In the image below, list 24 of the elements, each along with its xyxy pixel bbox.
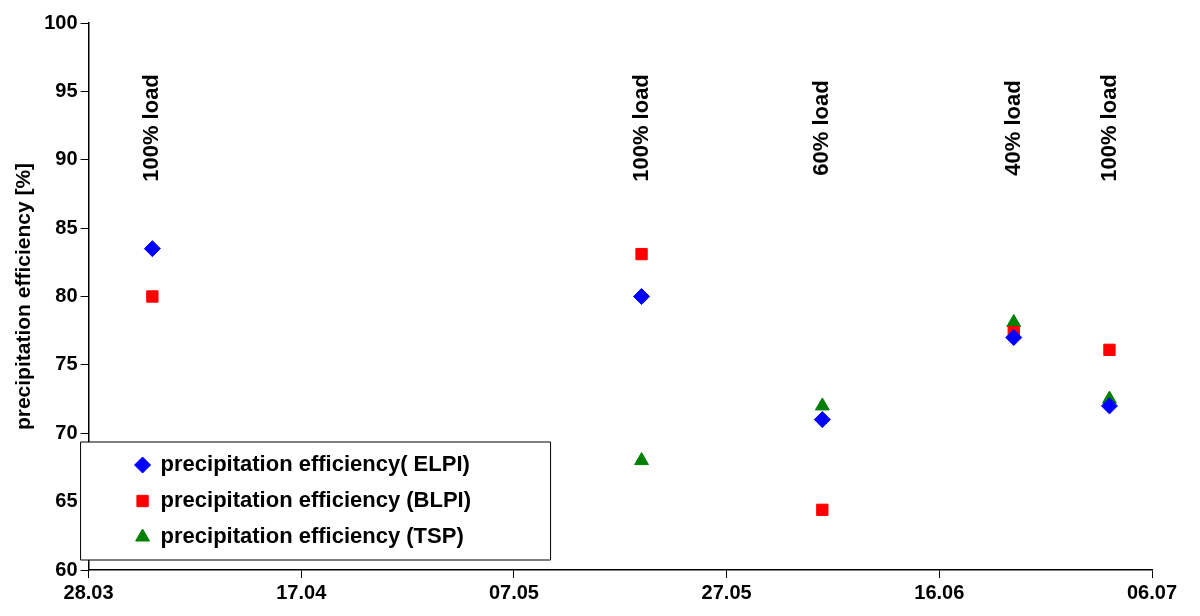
legend-label: precipitation efficiency( ELPI) bbox=[160, 451, 470, 477]
y-tick-label: 100 bbox=[44, 10, 78, 33]
y-axis-title: precipitation efficiency [%] bbox=[11, 162, 35, 431]
x-tick-label: 27.05 bbox=[701, 580, 752, 603]
y-tick-label: 75 bbox=[55, 352, 78, 375]
legend-label: precipitation efficiency (TSP) bbox=[160, 523, 464, 549]
annotation: 40% load bbox=[999, 80, 1025, 176]
x-tick-label: 17.04 bbox=[276, 580, 328, 603]
annotation: 60% load bbox=[808, 80, 834, 176]
x-tick-label: 06.07 bbox=[1126, 580, 1178, 603]
y-tick-label: 85 bbox=[55, 215, 78, 238]
x-tick-label: 07.05 bbox=[488, 580, 539, 603]
annotation: 100% load bbox=[138, 74, 164, 182]
y-tick-label: 95 bbox=[55, 78, 78, 101]
y-tick-label: 65 bbox=[55, 489, 78, 512]
legend-label: precipitation efficiency (BLPI) bbox=[160, 487, 472, 513]
x-tick-label: 28.03 bbox=[63, 580, 114, 603]
annotation: 100% load bbox=[1095, 74, 1121, 182]
y-tick-label: 80 bbox=[55, 284, 78, 307]
annotation: 100% load bbox=[627, 74, 653, 182]
y-tick-label: 90 bbox=[55, 147, 78, 170]
x-tick-label: 16.06 bbox=[914, 580, 965, 603]
y-tick-label: 70 bbox=[55, 420, 78, 443]
y-tick-label: 60 bbox=[55, 557, 78, 580]
